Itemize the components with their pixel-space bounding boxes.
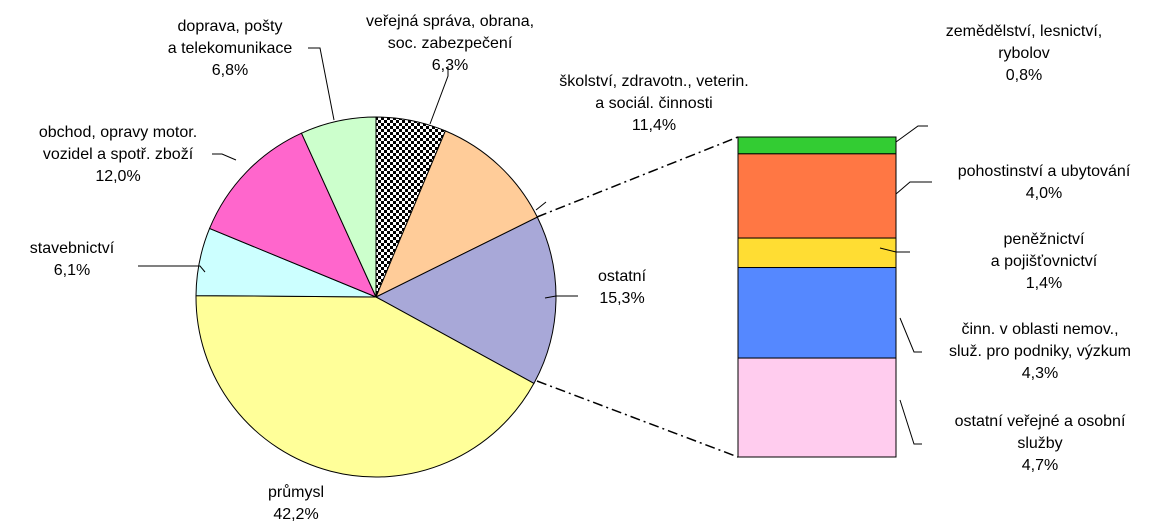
- label-line: činn. v oblasti nemov.,: [961, 321, 1118, 338]
- label-line: služby: [1017, 435, 1062, 452]
- leader-line: [544, 295, 578, 299]
- data-label: ostatní 15,3%: [598, 268, 647, 307]
- bar-segment: [737, 267, 897, 359]
- bar-segment: [737, 136, 897, 155]
- label-line: peněžnictví: [1004, 231, 1085, 248]
- label-line: pohostinství a ubytování: [958, 163, 1131, 180]
- pie-slice: [195, 295, 535, 478]
- bar-segment: [737, 153, 897, 239]
- label-line: ostatní veřejné a osobní: [955, 413, 1126, 430]
- value-label: 42,2%: [273, 506, 318, 521]
- pie-slice: [375, 130, 538, 299]
- data-label: peněžnictví a pojišťovnictví 1,4%: [991, 231, 1098, 292]
- bar-segment: [737, 357, 897, 458]
- label-line: vozidel a spotř. zboží: [43, 146, 194, 163]
- leader-line: [429, 66, 449, 125]
- label-line: průmysl: [268, 483, 324, 501]
- data-label: činn. v oblasti nemov., služ. pro podniky…: [949, 321, 1131, 382]
- value-label: 15,3%: [599, 290, 644, 307]
- data-label: průmysl 42,2%: [268, 483, 324, 521]
- label-line: veřejná správa, obrana,: [366, 13, 534, 30]
- label-line: a telekomunikace: [168, 40, 293, 57]
- data-label: ostatní veřejné a osobní služby 4,7%: [955, 413, 1126, 474]
- label-line: služ. pro podniky, výzkum: [949, 343, 1131, 360]
- pie-slice: [300, 116, 377, 298]
- data-label: stavebnictví 6,1%: [30, 240, 115, 279]
- leader-line: [899, 399, 922, 445]
- value-label: 0,8%: [1006, 67, 1042, 84]
- data-label: školství, zdravotn., veterin. a sociál. č…: [559, 73, 748, 134]
- leader-line: [308, 47, 335, 121]
- value-label: 12,0%: [95, 168, 140, 185]
- value-label: 6,8%: [212, 62, 248, 79]
- data-label: doprava, pošty a telekomunikace 6,8%: [168, 18, 293, 79]
- value-label: 1,4%: [1026, 275, 1062, 292]
- value-label: 6,3%: [432, 57, 468, 74]
- label-line: ostatní: [598, 268, 647, 285]
- bar-segment: [737, 237, 897, 269]
- label-line: stavebnictví: [30, 240, 115, 257]
- value-label: 4,7%: [1022, 457, 1058, 474]
- value-label: 4,0%: [1026, 185, 1062, 202]
- label-line: obchod, opravy motor.: [39, 124, 197, 141]
- label-line: doprava, pošty: [178, 18, 283, 35]
- value-label: 11,4%: [632, 117, 676, 134]
- label-line: školství, zdravotn., veterin.: [559, 73, 748, 90]
- pie-slice: [374, 216, 557, 385]
- leader-line: [212, 153, 237, 161]
- label-line: a pojišťovnictví: [991, 253, 1098, 270]
- label-line: rybolov: [998, 45, 1050, 62]
- leader-line: [895, 125, 928, 143]
- connector-line: [536, 380, 739, 458]
- leader-line: [895, 181, 932, 195]
- connector-line: [536, 136, 739, 218]
- label-line: zemědělství, lesnictví,: [946, 23, 1103, 40]
- leader-line: [138, 265, 206, 273]
- data-label: pohostinství a ubytování 4,0%: [958, 163, 1131, 202]
- label-line: soc. zabezpečení: [388, 35, 513, 52]
- value-label: 6,1%: [54, 262, 90, 279]
- data-label: zemědělství, lesnictví, rybolov 0,8%: [946, 23, 1103, 84]
- value-label: 4,3%: [1022, 365, 1058, 382]
- leader-line: [899, 317, 922, 353]
- data-label: obchod, opravy motor. vozidel a spotř. zb…: [39, 124, 197, 185]
- pie-slice: [208, 132, 377, 298]
- leader-line: [535, 201, 547, 211]
- data-label: veřejná správa, obrana, soc. zabezpečení 6…: [366, 13, 534, 74]
- label-line: a sociál. činnosti: [595, 95, 712, 112]
- leader-line: [879, 247, 910, 253]
